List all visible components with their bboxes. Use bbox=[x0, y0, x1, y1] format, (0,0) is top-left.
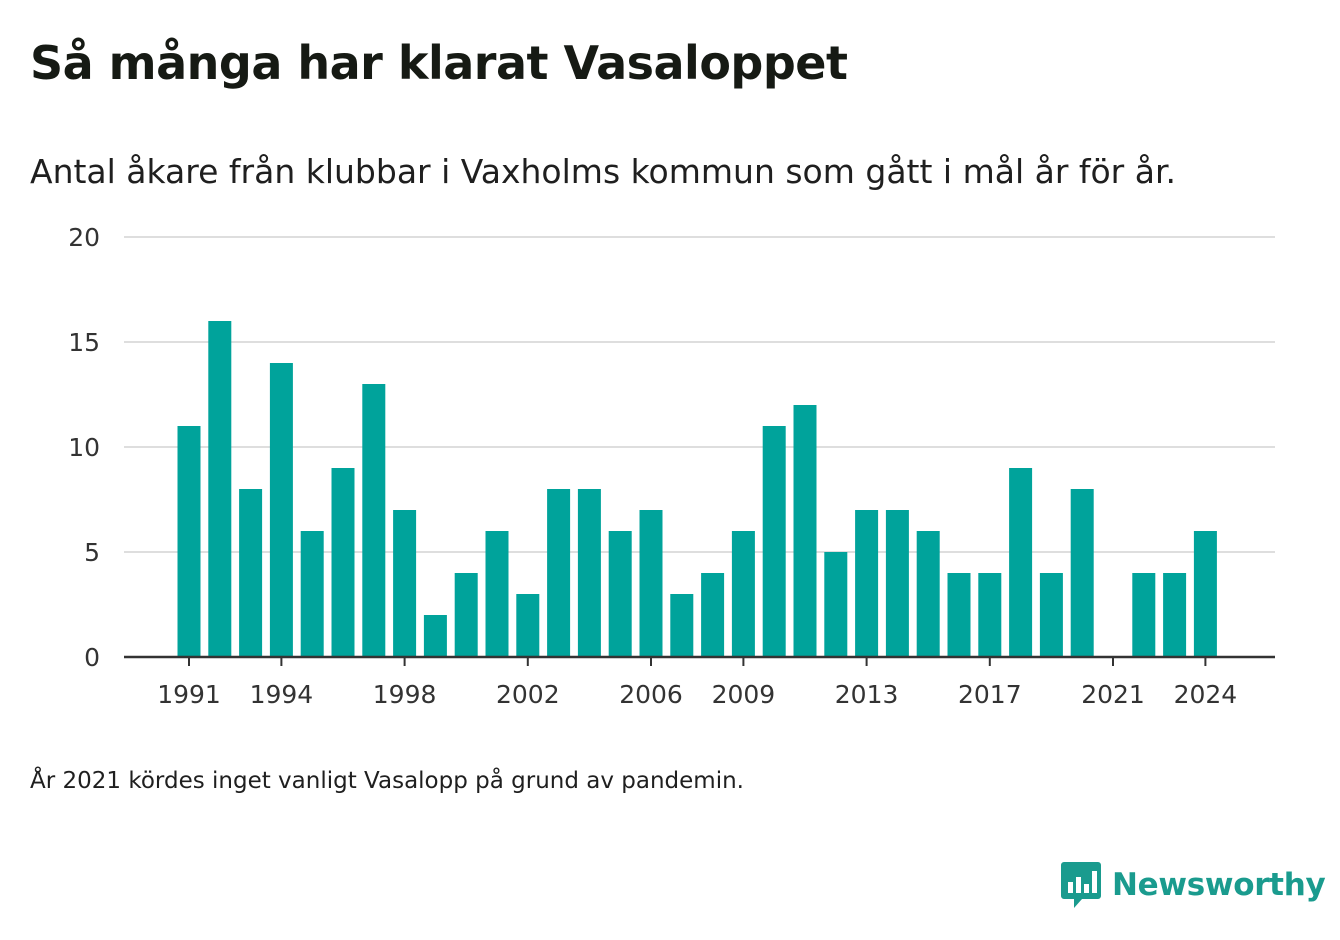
x-tick-label: 2024 bbox=[1174, 680, 1238, 709]
bar bbox=[885, 510, 909, 657]
bar bbox=[916, 531, 940, 657]
bar bbox=[516, 594, 540, 657]
footnote: År 2021 kördes inget vanligt Vasalopp på… bbox=[30, 768, 744, 794]
y-tick-label: 10 bbox=[68, 433, 100, 462]
x-tick-label: 2009 bbox=[712, 680, 776, 709]
bar bbox=[731, 531, 755, 657]
brand-name: Newsworthy bbox=[1112, 867, 1326, 903]
bar bbox=[978, 573, 1002, 657]
bar-chart: 0 5 10 15 20 1991 1994 1998 2002 2006 2009 2013 2017… bbox=[68, 223, 1275, 709]
bar bbox=[947, 573, 971, 657]
x-tick-label: 1991 bbox=[157, 680, 221, 709]
bar bbox=[855, 510, 879, 657]
y-tick-label: 5 bbox=[84, 538, 100, 567]
bar bbox=[331, 468, 355, 657]
x-tick-label: 2017 bbox=[958, 680, 1022, 709]
y-tick-label: 15 bbox=[68, 328, 100, 357]
bar bbox=[1009, 468, 1033, 657]
bar bbox=[1163, 573, 1187, 657]
bar bbox=[239, 489, 263, 657]
bar bbox=[701, 573, 725, 657]
bar bbox=[269, 363, 293, 657]
bar bbox=[762, 426, 786, 657]
x-tick-label: 2002 bbox=[496, 680, 560, 709]
y-tick-label: 0 bbox=[84, 643, 100, 672]
bar bbox=[393, 510, 417, 657]
bar bbox=[1132, 573, 1156, 657]
bar bbox=[577, 489, 601, 657]
bar bbox=[362, 384, 386, 657]
x-tick-label: 2006 bbox=[619, 680, 683, 709]
bar bbox=[485, 531, 509, 657]
chart-title: Så många har klarat Vasaloppet bbox=[30, 36, 848, 90]
bar bbox=[670, 594, 694, 657]
bar bbox=[793, 405, 817, 657]
bar bbox=[208, 321, 232, 657]
y-tick-label: 20 bbox=[68, 223, 100, 252]
bar bbox=[177, 426, 201, 657]
bar bbox=[639, 510, 663, 657]
chart-subtitle: Antal åkare från klubbar i Vaxholms komm… bbox=[30, 152, 1176, 191]
bar bbox=[824, 552, 848, 657]
x-tick-label: 1998 bbox=[373, 680, 437, 709]
newsworthy-logo-icon bbox=[1061, 862, 1101, 908]
bar bbox=[300, 531, 324, 657]
bar bbox=[423, 615, 447, 657]
brand-logo: Newsworthy bbox=[1060, 858, 1326, 912]
x-tick-label: 2021 bbox=[1081, 680, 1145, 709]
bar bbox=[454, 573, 478, 657]
axes: 0 5 10 15 20 1991 1994 1998 2002 2006 2009 2013 2017… bbox=[68, 223, 1275, 709]
x-tick-label: 1994 bbox=[250, 680, 314, 709]
bars bbox=[177, 321, 1217, 657]
x-tick-label: 2013 bbox=[835, 680, 899, 709]
bar bbox=[547, 489, 571, 657]
bar bbox=[608, 531, 632, 657]
gridlines bbox=[124, 236, 1275, 553]
bar bbox=[1039, 573, 1063, 657]
bar bbox=[1193, 531, 1217, 657]
bar bbox=[1070, 489, 1094, 657]
